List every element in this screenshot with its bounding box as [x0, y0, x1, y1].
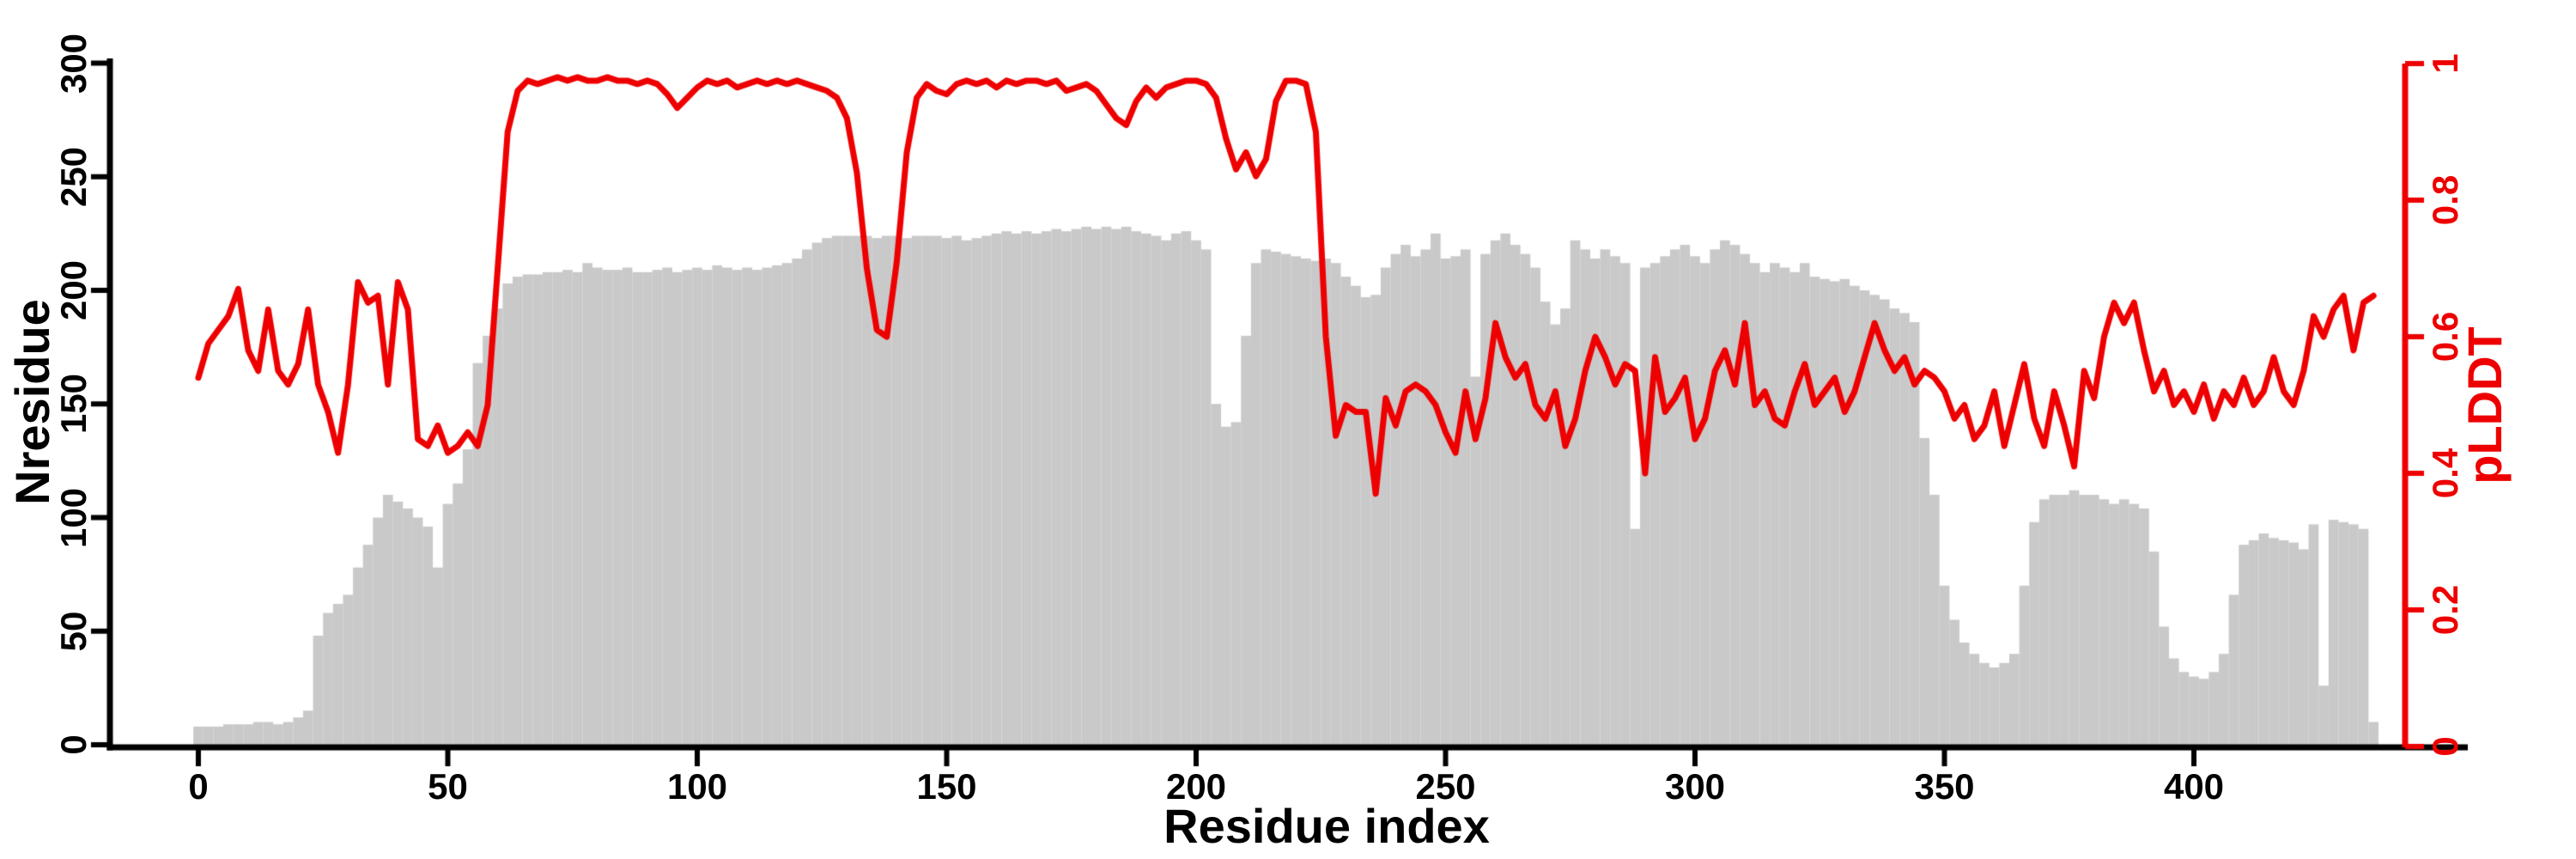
left-axis-tick-label: 100: [53, 487, 94, 548]
left-axis-tick-label: 250: [53, 146, 94, 207]
x-axis-tick-label: 200: [1165, 766, 1227, 807]
left-axis-tick-label: 300: [53, 33, 94, 94]
right-axis-tick-label: 1: [2425, 53, 2465, 74]
x-axis-tick-label: 350: [1914, 766, 1975, 807]
right-axis-tick-label: 0: [2425, 736, 2465, 757]
x-axis-tick-label: 300: [1664, 766, 1726, 807]
left-axis-tick-label: 0: [53, 734, 94, 755]
x-axis-tick-label: 400: [2163, 766, 2225, 807]
right-axis-tick-label: 0.4: [2425, 448, 2465, 499]
x-axis-title: Residue index: [1163, 799, 1490, 853]
x-axis-tick-label: 0: [188, 766, 209, 807]
x-axis-tick-label: 100: [666, 766, 728, 807]
left-axis-tick-label: 200: [53, 259, 94, 321]
left-axis-title: Nresidue: [5, 299, 59, 505]
x-axis-tick-label: 50: [428, 766, 468, 807]
right-axis-tick-label: 0.6: [2425, 311, 2465, 362]
right-axis-tick-label: 0.2: [2425, 584, 2465, 636]
left-axis-tick-label: 50: [53, 611, 94, 652]
left-axis-tick-label: 150: [53, 374, 94, 435]
right-axis-title: pLDDT: [2458, 326, 2512, 484]
right-axis-tick-label: 0.8: [2425, 174, 2465, 226]
x-axis-tick-label: 150: [916, 766, 977, 807]
x-axis-tick-label: 250: [1415, 766, 1476, 807]
